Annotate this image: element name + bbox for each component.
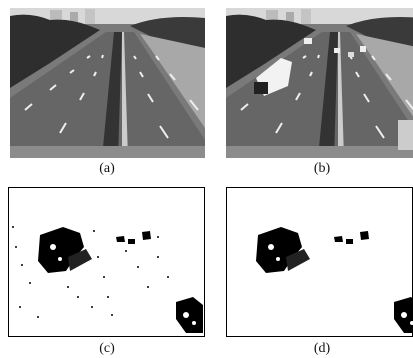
- panel-label: (b): [314, 161, 331, 176]
- panel-label: (d): [314, 341, 331, 356]
- panel-d-image: [227, 188, 413, 337]
- panel-a-image: [10, 8, 205, 158]
- panel-b-image: [226, 8, 413, 158]
- page: {"panels": [{"label": "(a)"}, {"label": …: [0, 0, 413, 358]
- panel-label: (a): [99, 161, 115, 176]
- figure: (a) (b) (c) (d): [0, 0, 413, 358]
- panel-c-image: [9, 188, 205, 337]
- panel-label: (c): [99, 341, 115, 356]
